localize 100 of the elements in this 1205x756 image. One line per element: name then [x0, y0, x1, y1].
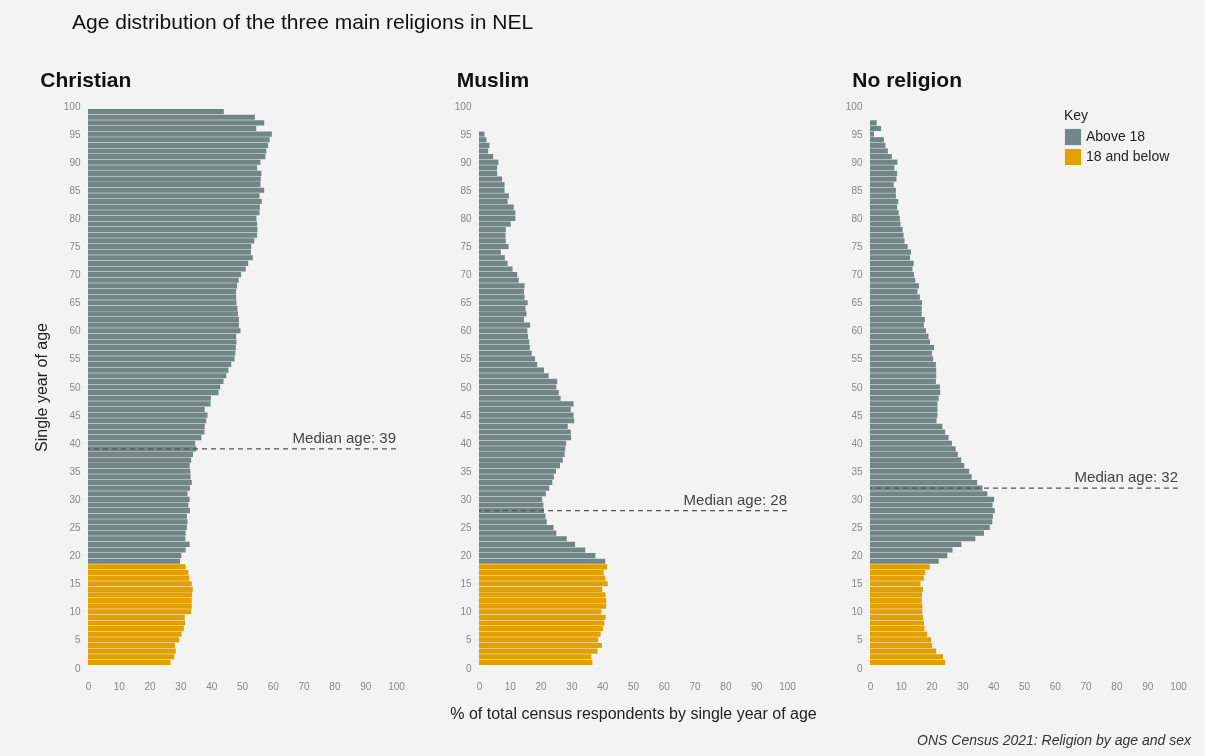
y-tick-label: 35: [69, 465, 81, 477]
chart-title: Muslim: [456, 68, 530, 91]
y-tick-label: 40: [851, 437, 863, 449]
y-tick-label: 70: [69, 269, 81, 281]
chart-title: Christian: [40, 68, 132, 91]
y-tick-label: 80: [460, 212, 472, 224]
x-tick-label: 50: [627, 680, 640, 692]
y-tick-label: 30: [69, 493, 81, 505]
y-tick-label: 95: [69, 128, 81, 140]
y-tick-label: 30: [851, 493, 863, 505]
x-tick-label: 60: [267, 680, 280, 692]
y-tick-label: 5: [465, 634, 472, 646]
y-tick-label: 65: [69, 297, 81, 309]
x-tick-label: 100: [388, 680, 406, 692]
x-tick-label: 70: [1080, 680, 1093, 692]
x-tick-label: 90: [751, 680, 763, 692]
y-tick-label: 60: [851, 325, 863, 337]
legend-label: Above 18: [1086, 128, 1146, 144]
ref-line-label: Median age: 28: [683, 490, 787, 508]
y-tick-label: 0: [465, 662, 472, 674]
y-tick-label: 55: [69, 353, 81, 365]
y-tick-label: 25: [69, 522, 81, 533]
y-tick-label: 60: [460, 325, 472, 337]
y-tick-label: 10: [69, 606, 81, 618]
y-tick-label: 85: [460, 184, 472, 196]
y-axis-title: Single year of age: [32, 322, 50, 452]
y-tick-label: 20: [69, 550, 81, 562]
y-tick-label: 95: [851, 128, 863, 140]
y-tick-label: 10: [851, 606, 863, 618]
y-tick-label: 35: [460, 465, 472, 477]
chart-title: No religion: [852, 68, 962, 91]
x-tick-label: 50: [1018, 680, 1031, 692]
y-tick-label: 90: [460, 156, 472, 168]
x-tick-label: 20: [926, 680, 939, 692]
y-tick-label: 85: [851, 184, 863, 196]
text: Age distribution of the three main religions in NEL: [72, 10, 534, 34]
y-tick-label: 45: [69, 409, 81, 421]
y-tick-label: 35: [851, 465, 863, 477]
x-tick-label: 30: [957, 680, 969, 692]
y-tick-label: 30: [460, 493, 472, 505]
legend-title: Key: [1064, 107, 1089, 123]
y-tick-label: 0: [856, 662, 863, 674]
x-tick-label: 70: [298, 680, 311, 692]
y-tick-label: 45: [460, 409, 472, 421]
y-tick-label: 50: [460, 381, 472, 393]
x-tick-label: 50: [236, 680, 249, 692]
x-tick-label: 80: [329, 680, 341, 692]
y-tick-label: 15: [69, 578, 81, 590]
y-tick-label: 5: [74, 634, 81, 646]
y-tick-label: 80: [69, 212, 81, 224]
y-tick-label: 100: [454, 100, 472, 112]
x-tick-label: 80: [1111, 680, 1123, 692]
y-tick-label: 25: [460, 522, 472, 533]
y-tick-label: 10: [460, 606, 472, 618]
y-tick-label: 45: [851, 409, 863, 421]
y-tick-label: 60: [69, 325, 81, 337]
x-tick-label: 0: [85, 680, 92, 692]
x-tick-label: 40: [597, 680, 609, 692]
y-tick-label: 95: [460, 128, 472, 140]
y-tick-label: 90: [851, 156, 863, 168]
x-tick-label: 70: [689, 680, 702, 692]
y-tick-label: 15: [460, 578, 472, 590]
y-tick-label: 20: [460, 550, 472, 562]
y-tick-label: 70: [851, 269, 863, 281]
text: ONS Census 2021: Religion by age and sex: [917, 732, 1191, 748]
legend-label: 18 and below: [1086, 148, 1171, 164]
x-tick-label: 0: [476, 680, 483, 692]
x-tick-label: 0: [867, 680, 874, 692]
y-tick-label: 75: [851, 241, 863, 252]
ref-line-label: Median age: 32: [1074, 468, 1178, 486]
y-tick-label: 75: [460, 241, 472, 252]
x-tick-label: 60: [658, 680, 671, 692]
ref-line-label: Median age: 39: [292, 428, 396, 446]
x-tick-label: 10: [504, 680, 517, 692]
x-tick-label: 30: [566, 680, 578, 692]
y-tick-label: 40: [460, 437, 472, 449]
x-tick-label: 90: [360, 680, 372, 692]
y-tick-label: 70: [460, 269, 472, 281]
x-tick-label: 60: [1049, 680, 1062, 692]
y-tick-label: 55: [851, 353, 863, 365]
x-tick-label: 100: [779, 680, 797, 692]
x-tick-label: 30: [175, 680, 187, 692]
y-tick-label: 100: [845, 100, 863, 112]
y-tick-label: 80: [851, 212, 863, 224]
y-tick-label: 50: [69, 381, 81, 393]
y-tick-label: 55: [460, 353, 472, 365]
x-axis-title: % of total census respondents by single year of age: [450, 704, 817, 722]
y-tick-label: 25: [851, 522, 863, 533]
x-tick-label: 20: [535, 680, 548, 692]
y-tick-label: 65: [460, 297, 472, 309]
x-tick-label: 20: [144, 680, 157, 692]
x-tick-label: 10: [113, 680, 126, 692]
x-tick-label: 10: [895, 680, 908, 692]
y-tick-label: 5: [856, 634, 863, 646]
x-tick-label: 40: [206, 680, 218, 692]
y-tick-label: 90: [69, 156, 81, 168]
x-tick-label: 80: [720, 680, 732, 692]
x-tick-label: 40: [988, 680, 1000, 692]
y-tick-label: 75: [69, 241, 81, 252]
y-tick-label: 0: [74, 662, 81, 674]
